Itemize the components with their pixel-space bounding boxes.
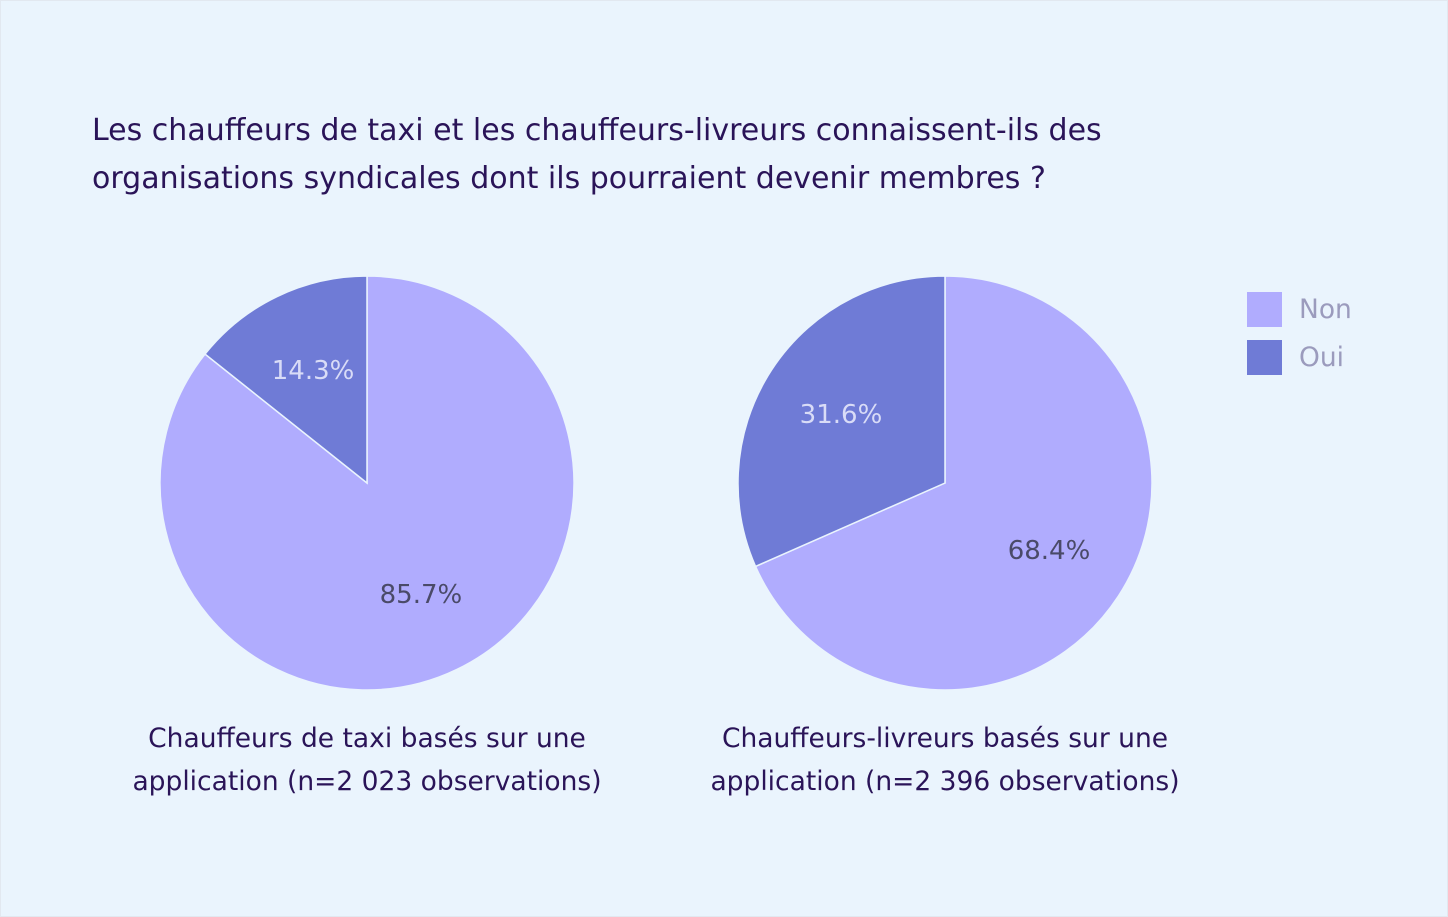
legend-item-non[interactable]: Non <box>1247 291 1352 327</box>
pie-caption-taxi: Chauffeurs de taxi basés sur une applica… <box>87 717 647 803</box>
pie-slice-taxi-oui[interactable] <box>203 275 368 485</box>
pie-caption-delivery: Chauffeurs-livreurs basés sur une applic… <box>665 717 1225 803</box>
legend-swatch-oui <box>1247 339 1282 375</box>
pie-label-delivery-non: 68.4% <box>1008 536 1091 566</box>
chart-title-line-1: Les chauffeurs de taxi et les chauffeurs… <box>92 113 1102 148</box>
legend-label-non: Non <box>1299 293 1352 325</box>
pie-slice-delivery-non[interactable] <box>754 275 1153 691</box>
pie-caption-delivery-line-2: application (n=2 396 observations) <box>710 766 1180 797</box>
legend-label-oui: Oui <box>1299 341 1345 373</box>
pie-slice-delivery-oui[interactable] <box>737 275 946 568</box>
pie-caption-delivery-line-1: Chauffeurs-livreurs basés sur une <box>721 723 1169 754</box>
pie-caption-taxi-line-1: Chauffeurs de taxi basés sur une <box>148 723 586 754</box>
chart-title: Les chauffeurs de taxi et les chauffeurs… <box>92 107 1292 203</box>
chart-title-line-2: organisations syndicales dont ils pourra… <box>92 161 1046 196</box>
pie-label-taxi-oui: 14.3% <box>272 356 355 386</box>
legend-swatch-non <box>1247 291 1282 327</box>
legend-item-oui[interactable]: Oui <box>1247 339 1352 375</box>
legend: Non Oui <box>1247 291 1352 387</box>
pie-caption-taxi-line-2: application (n=2 023 observations) <box>132 766 602 797</box>
pie-label-taxi-non: 85.7% <box>380 580 463 610</box>
pie-label-delivery-oui: 31.6% <box>800 400 883 430</box>
